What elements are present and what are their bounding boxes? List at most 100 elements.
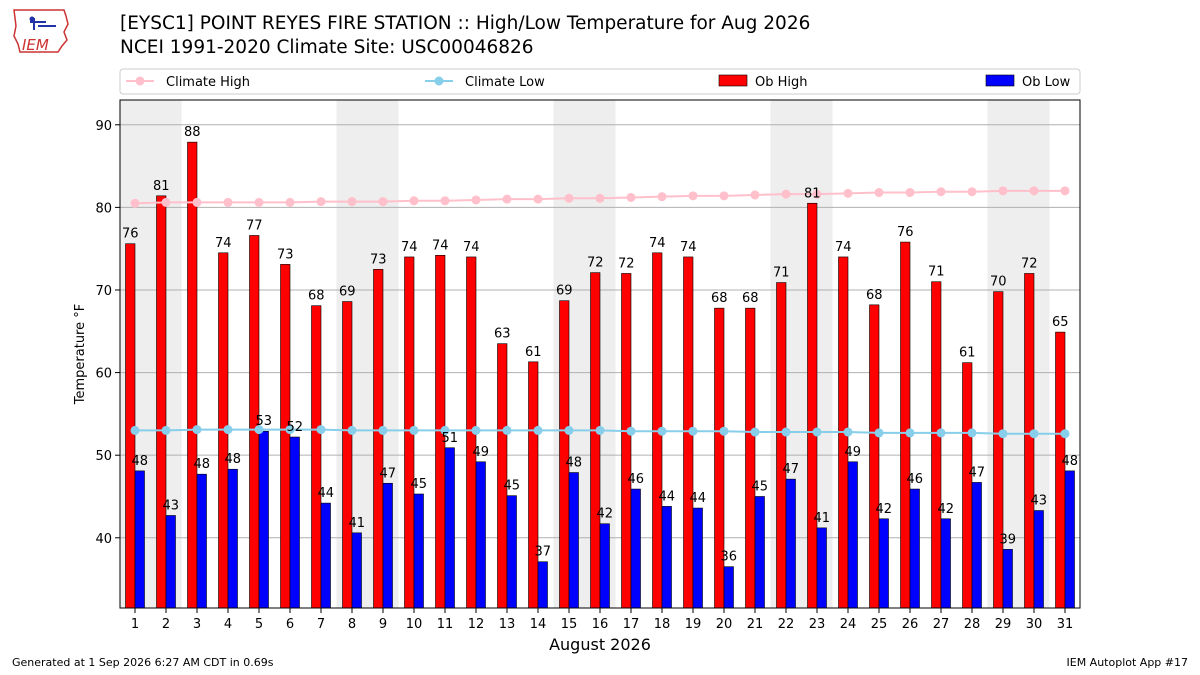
- ob-low-bar: [413, 493, 424, 609]
- climate-low-point: [688, 426, 698, 436]
- x-axis-label: August 2026: [549, 635, 651, 654]
- y-axis-label: Temperature °F: [73, 304, 88, 405]
- ob-low-label: 48: [565, 456, 582, 471]
- ob-low-label: 46: [906, 472, 923, 487]
- x-tick-label: 16: [592, 617, 609, 632]
- ob-high-label: 61: [525, 345, 542, 360]
- weekend-band: [336, 100, 399, 608]
- ob-high-label: 71: [928, 265, 945, 280]
- climate-high-point: [440, 196, 450, 206]
- title-line-2: NCEI 1991-2020 Climate Site: USC00046826: [120, 37, 534, 58]
- weekend-band: [987, 100, 1050, 608]
- x-tick-label: 17: [623, 617, 640, 632]
- climate-low-point: [781, 427, 791, 437]
- climate-high-point: [781, 189, 791, 199]
- ob-low-label: 48: [131, 454, 148, 469]
- ob-low-label: 43: [1030, 494, 1047, 509]
- climate-high-point: [719, 191, 729, 201]
- x-tick-label: 15: [561, 617, 578, 632]
- climate-low-point: [316, 425, 326, 435]
- climate-low-point: [936, 428, 946, 438]
- climate-high-point: [626, 192, 636, 202]
- climate-high-point: [161, 197, 171, 207]
- y-tick-label: 90: [95, 119, 112, 134]
- climate-low-point: [967, 428, 977, 438]
- ob-high-bar: [776, 282, 787, 609]
- ob-high-bar: [869, 304, 880, 609]
- ob-high-label: 76: [897, 225, 914, 240]
- ob-low-label: 52: [286, 420, 303, 435]
- ob-low-bar: [134, 470, 145, 609]
- weekend-bands: [119, 100, 1050, 608]
- ob-high-label: 88: [184, 125, 201, 140]
- ob-high-bar: [156, 195, 167, 609]
- ob-high-bar: [249, 235, 260, 609]
- ob-high-label: 73: [370, 252, 387, 267]
- x-tick-label: 12: [468, 617, 485, 632]
- ob-low-bar: [351, 532, 362, 609]
- ob-high-label: 72: [1021, 256, 1038, 271]
- data-labels: 76 81 88 74 77 73 68 69 73 74 74 74 63 61 69 72 72 74 74 68…: [122, 125, 1078, 565]
- ob-low-label: 41: [813, 511, 830, 526]
- x-tick-label: 27: [933, 617, 950, 632]
- ob-low-bar: [599, 523, 610, 609]
- climate-high-point: [936, 187, 946, 197]
- climate-high-point: [192, 197, 202, 207]
- ob-low-bar: [630, 488, 641, 609]
- climate-high-point: [223, 197, 233, 207]
- climate-high-point: [595, 193, 605, 203]
- climate-low-point: [161, 425, 171, 435]
- climate-low-point: [657, 426, 667, 436]
- ob-high-label: 74: [835, 240, 852, 255]
- ob-high-bar: [559, 300, 570, 609]
- ob-low-bar: [692, 507, 703, 609]
- climate-high-point: [657, 192, 667, 202]
- climate-high-point: [812, 189, 822, 199]
- ob-low-bar: [1064, 470, 1075, 609]
- app-note: IEM Autoplot App #17: [1066, 656, 1189, 669]
- climate-low-point: [750, 427, 760, 437]
- ob-high-label: 74: [463, 240, 480, 255]
- ob-low-label: 49: [472, 445, 489, 460]
- ob-high-label: 81: [153, 179, 170, 194]
- ob-high-label: 73: [277, 247, 294, 262]
- climate-high-point: [378, 197, 388, 207]
- ob-low-bar: [227, 468, 238, 609]
- ob-low-label: 47: [968, 465, 985, 480]
- ob-high-label: 68: [308, 289, 325, 304]
- ob-low-bar: [165, 515, 176, 609]
- x-tick-label: 4: [224, 617, 232, 632]
- ob-low-label: 48: [224, 452, 241, 467]
- ob-low-label: 45: [503, 479, 520, 494]
- climate-high-point: [843, 188, 853, 198]
- ob-high-bar: [125, 243, 136, 609]
- weekend-band: [119, 100, 182, 608]
- ob-low-bar: [258, 430, 269, 609]
- ob-low-bar: [909, 488, 920, 609]
- climate-high-point: [471, 195, 481, 205]
- ob-high-bar: [621, 273, 632, 609]
- ob-high-bar: [838, 256, 849, 609]
- plot-frame: [119, 99, 1081, 609]
- ob-high-label: 81: [804, 186, 821, 201]
- climate-high-point: [750, 190, 760, 200]
- ob-high-bar: [404, 256, 415, 609]
- title-line-1: [EYSC1] POINT REYES FIRE STATION :: High…: [120, 13, 811, 34]
- climate-high-point: [502, 194, 512, 204]
- ob-low-label: 47: [782, 462, 799, 477]
- ob-high-bar: [714, 307, 725, 609]
- ob-low-bar: [723, 566, 734, 609]
- ob-low-bar: [1002, 549, 1013, 609]
- x-tick-label: 13: [499, 617, 516, 632]
- ob-low-label: 48: [193, 457, 210, 472]
- bars: [125, 141, 1075, 609]
- ob-low-bar: [320, 502, 331, 609]
- climate-low-point: [1029, 429, 1039, 439]
- climate-high-legend-marker: [135, 76, 145, 86]
- x-tick-label: 3: [193, 617, 201, 632]
- climate-low-point: [285, 425, 295, 435]
- ob-high-bar: [931, 281, 942, 609]
- x-tick-label: 1: [131, 617, 139, 632]
- ob-high-bar: [993, 291, 1004, 609]
